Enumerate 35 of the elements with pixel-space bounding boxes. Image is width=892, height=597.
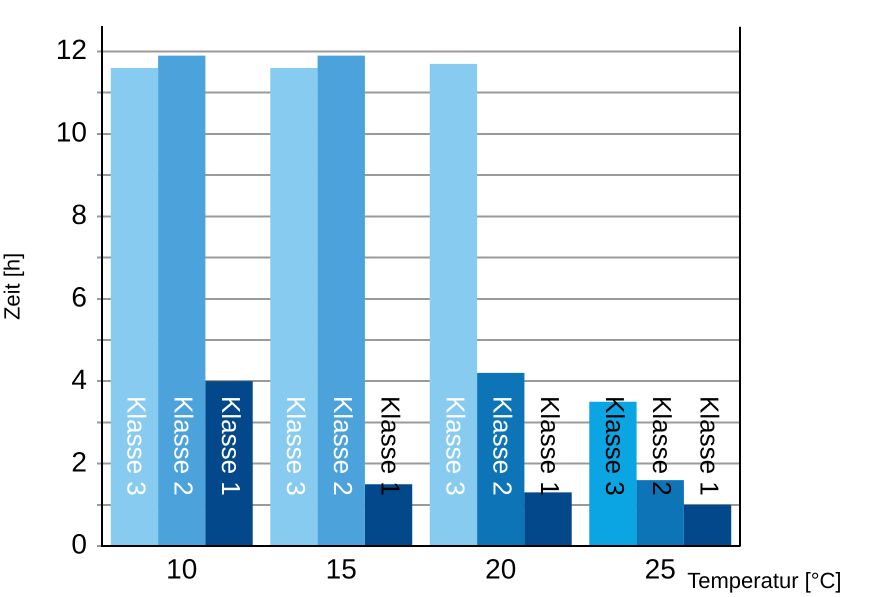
y-tick-label: 6 <box>71 281 87 312</box>
bar <box>477 372 524 545</box>
y-tick-label: 12 <box>56 34 87 66</box>
y-axis-title: Zeit [h] <box>0 252 24 320</box>
text: Klasse 3 <box>121 396 152 496</box>
bar <box>270 68 318 545</box>
text: Klasse 2 <box>328 396 358 496</box>
y-tick-label: 10 <box>56 116 87 148</box>
text: Klasse 1 <box>216 396 246 496</box>
text: Klasse 3 <box>440 396 470 496</box>
y-tick-label: 0 <box>71 528 87 560</box>
y-tick-label: 8 <box>71 199 87 230</box>
bar <box>158 56 206 545</box>
x-tick-label: 25 <box>644 554 676 585</box>
text: Klasse 2 <box>647 396 678 496</box>
text: Klasse 3 <box>280 396 311 496</box>
y-tick-label: 2 <box>71 446 87 478</box>
bar <box>205 381 253 545</box>
x-tick-label: 20 <box>485 554 516 585</box>
x-tick-label: 15 <box>326 554 357 585</box>
bar <box>636 480 684 545</box>
text: Klasse 1 <box>375 396 406 496</box>
x-tick-label: 10 <box>166 554 198 585</box>
bar <box>684 504 732 545</box>
text: Klasse 1 <box>534 396 565 496</box>
bar <box>318 56 365 545</box>
y-tick-label: 4 <box>71 364 87 395</box>
bar <box>364 484 412 545</box>
series-label: Klasse 2 <box>488 396 518 496</box>
series-label: Klasse 3 <box>600 396 630 496</box>
x-axis-title: Temperatur [°C] <box>687 568 842 593</box>
text: Klasse 2 <box>168 396 199 496</box>
text: Klasse 1 <box>694 396 724 496</box>
bar <box>430 64 478 545</box>
bar <box>110 68 158 545</box>
